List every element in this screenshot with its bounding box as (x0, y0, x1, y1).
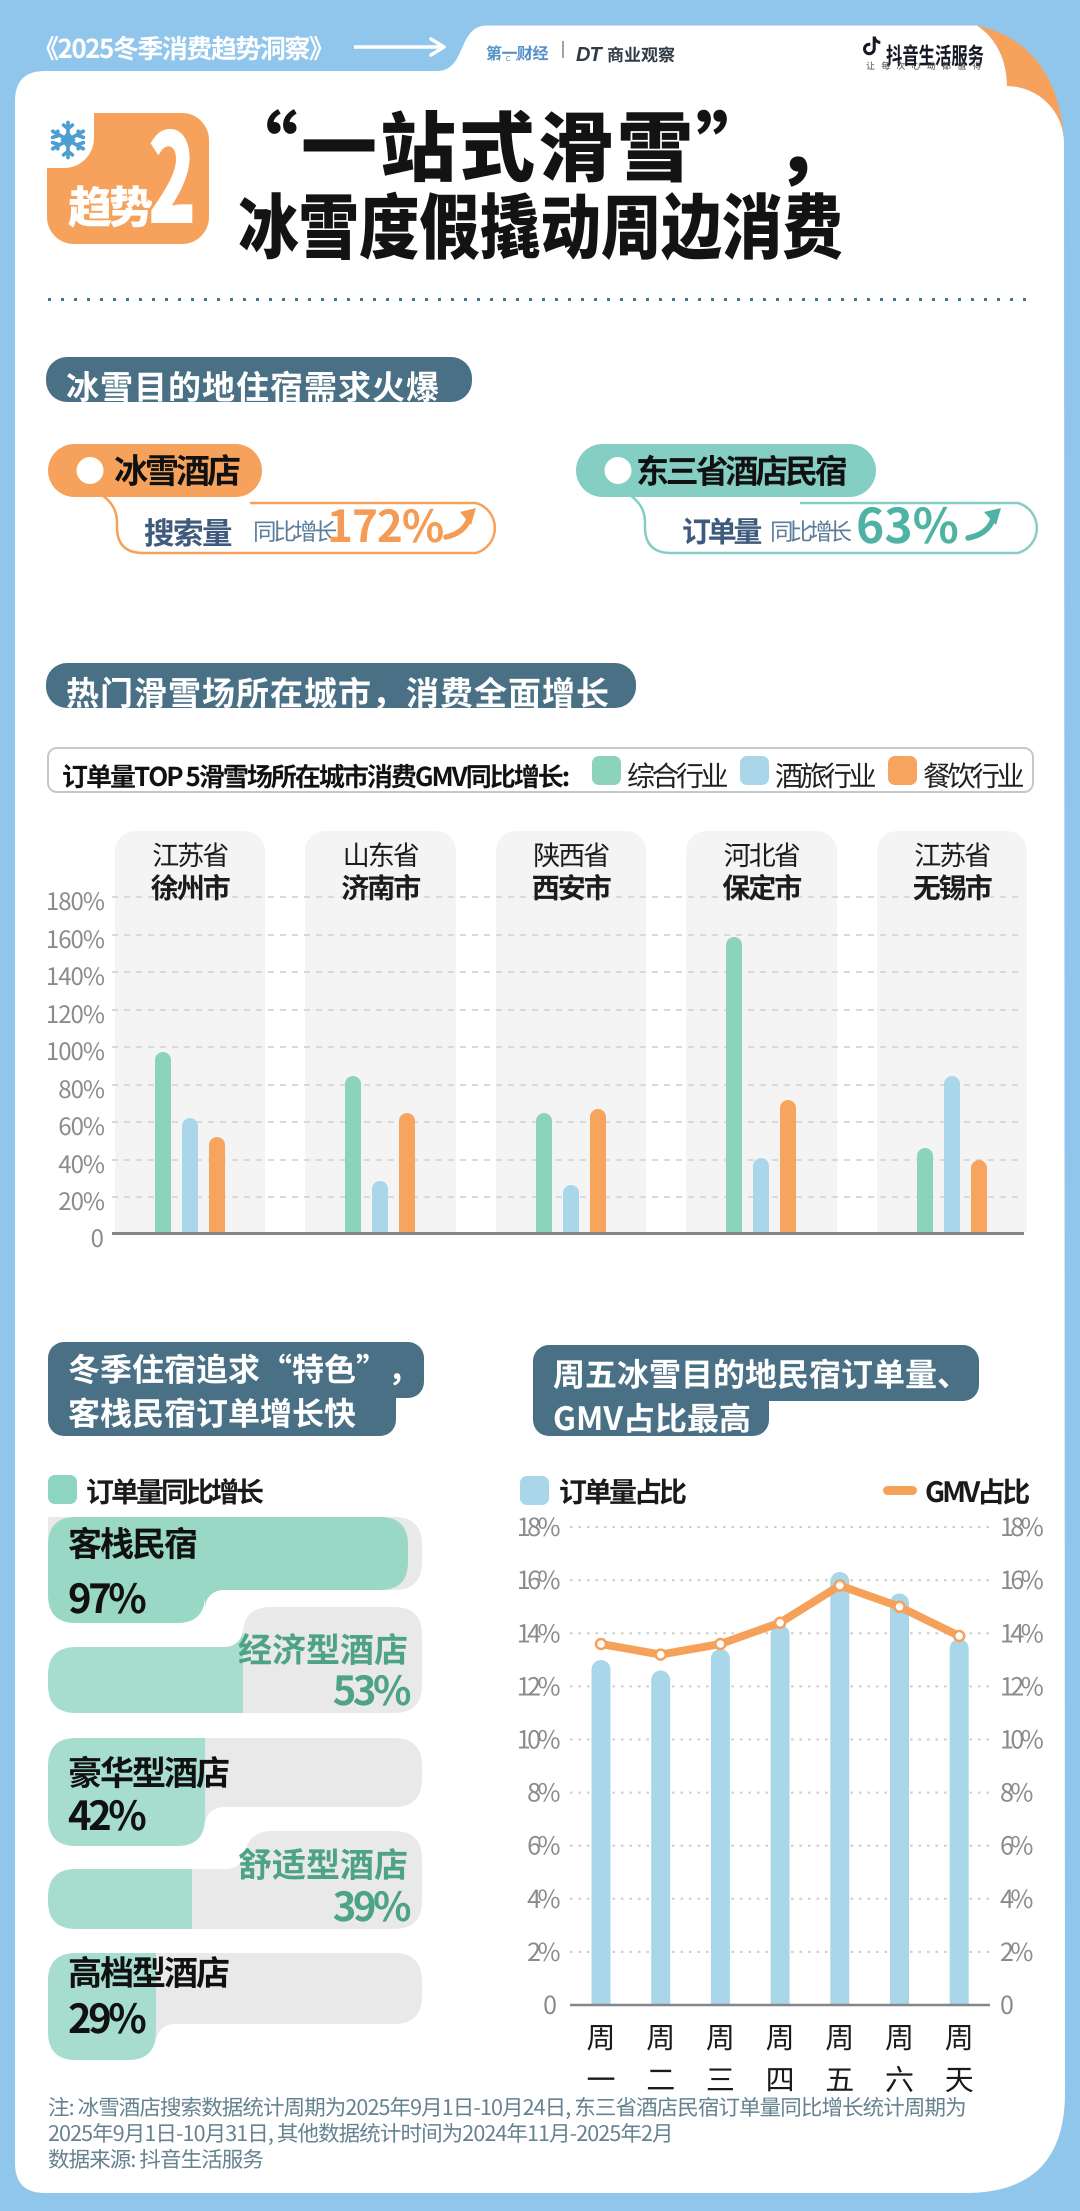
svg-text:东三省酒店民宿: 东三省酒店民宿 (636, 445, 847, 493)
svg-text:18%: 18% (517, 1508, 561, 1544)
svg-text:6%: 6% (527, 1827, 560, 1863)
svg-text:14%: 14% (1000, 1614, 1044, 1650)
svg-text:高档型酒店: 高档型酒店 (68, 1946, 229, 1995)
svg-text:客栈民宿: 客栈民宿 (68, 1517, 197, 1566)
svg-text:63%: 63% (856, 487, 959, 557)
svg-text:42%: 42% (68, 1784, 146, 1842)
svg-text:172%: 172% (327, 491, 443, 555)
svg-text:12%: 12% (517, 1667, 561, 1703)
svg-text:天: 天 (945, 2057, 974, 2099)
svg-text:搜索量: 搜索量 (144, 509, 232, 553)
svg-text:周: 周 (706, 2015, 735, 2057)
svg-text:豪华型酒店: 豪华型酒店 (68, 1746, 229, 1795)
svg-text:周: 周 (766, 2015, 795, 2057)
svg-text:同比增长: 同比增长 (253, 513, 337, 547)
svg-text:二: 二 (646, 2057, 675, 2099)
svg-text:订单量: 订单量 (682, 509, 761, 551)
svg-text:16%: 16% (1000, 1561, 1044, 1597)
svg-text:12%: 12% (1000, 1667, 1044, 1703)
svg-text:10%: 10% (1000, 1721, 1044, 1757)
svg-text:8%: 8% (527, 1774, 560, 1810)
svg-text:“一站式滑雪”，: “一站式滑雪”， (222, 90, 854, 197)
svg-text:同比增长: 同比增长 (770, 513, 851, 547)
svg-text:经济型酒店: 经济型酒店 (238, 1623, 408, 1672)
svg-text:周: 周 (885, 2015, 914, 2057)
svg-text:4%: 4% (527, 1880, 560, 1916)
svg-text:周: 周 (586, 2015, 615, 2057)
svg-text:周: 周 (825, 2015, 854, 2057)
svg-text:29%: 29% (68, 1987, 146, 2045)
svg-text:6%: 6% (1000, 1827, 1033, 1863)
svg-text:三: 三 (706, 2057, 735, 2099)
svg-text:0: 0 (1000, 1986, 1014, 2022)
svg-text:四: 四 (766, 2057, 795, 2099)
svg-text:趋势: 趋势 (68, 172, 153, 236)
svg-text:10%: 10% (517, 1721, 561, 1757)
svg-text:冰雪酒店: 冰雪酒店 (114, 444, 240, 493)
svg-text:周: 周 (646, 2015, 675, 2057)
svg-text:2%: 2% (527, 1933, 560, 1969)
svg-text:53%: 53% (333, 1659, 411, 1717)
svg-text:舒适型酒店: 舒适型酒店 (238, 1838, 408, 1887)
svg-text:18%: 18% (1000, 1508, 1044, 1544)
svg-text:8%: 8% (1000, 1774, 1033, 1810)
svg-text:冰雪度假撬动周边消费: 冰雪度假撬动周边消费 (238, 170, 843, 273)
svg-text:一: 一 (586, 2057, 615, 2099)
svg-text:2%: 2% (1000, 1933, 1033, 1969)
svg-text:97%: 97% (68, 1567, 146, 1625)
svg-text:16%: 16% (517, 1561, 561, 1597)
svg-text:14%: 14% (517, 1614, 561, 1650)
svg-text:4%: 4% (1000, 1880, 1033, 1916)
svg-text:周: 周 (945, 2015, 974, 2057)
svg-text:39%: 39% (333, 1875, 411, 1933)
svg-text:2: 2 (148, 90, 196, 259)
svg-text:五: 五 (825, 2057, 854, 2099)
svg-text:0: 0 (543, 1986, 557, 2022)
svg-text:六: 六 (885, 2057, 914, 2099)
